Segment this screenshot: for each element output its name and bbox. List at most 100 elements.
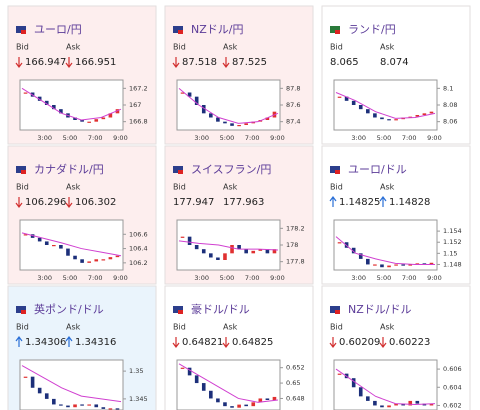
candle (230, 406, 234, 408)
bid-value: 166.947 (25, 57, 66, 68)
trend-arrow (15, 197, 23, 208)
candle (37, 387, 42, 394)
chart-frame (176, 359, 281, 410)
candle (44, 100, 49, 105)
candle (394, 264, 398, 266)
candle (52, 245, 56, 247)
y-tick-label: 0.65 (286, 379, 300, 387)
candle (80, 259, 84, 263)
ask-value: 1.14828 (389, 197, 430, 208)
rate-card[interactable]: スイスフラン/円 Bid Ask 177.947 177.963 177.8 178 178.… (164, 145, 314, 285)
candle (87, 261, 91, 263)
chart-frame (19, 79, 124, 131)
candle (237, 125, 241, 127)
candle (23, 92, 28, 94)
candle (422, 113, 427, 115)
ask-value: 87.525 (232, 57, 267, 68)
candle (415, 263, 420, 265)
moving-average (335, 236, 435, 265)
candle (108, 408, 113, 410)
bid-value: 1.14825 (339, 197, 380, 208)
y-tick-label: 106.2 (129, 259, 148, 267)
candle (52, 105, 56, 110)
y-tick-label: 8.08 (443, 101, 457, 109)
candle (429, 403, 434, 406)
ask-value: 1.34316 (75, 337, 116, 348)
candle (422, 263, 427, 265)
trend-arrow (222, 57, 230, 68)
candle (94, 119, 99, 122)
bid-label: Bid (16, 183, 29, 192)
y-tick-label: 87.4 (286, 118, 300, 126)
trend-arrow (329, 196, 337, 207)
ask-value: 166.951 (75, 57, 116, 68)
candle (387, 119, 391, 121)
candle (87, 404, 91, 406)
candle (209, 253, 213, 258)
candle (244, 123, 248, 125)
y-tick-label: 0.604 (443, 383, 462, 391)
x-tick-label: 7:00 (245, 134, 260, 142)
y-tick-label: 1.15 (443, 249, 457, 257)
candle (244, 404, 248, 407)
candle (23, 376, 28, 378)
candle (380, 405, 384, 408)
pair-title: スイスフラン/円 (191, 163, 271, 176)
rate-card[interactable]: ランド/円 Bid Ask 8.065 8.074 8.06 8.08 8.1 3:00 5:00… (321, 5, 471, 145)
y-tick-label: 1.148 (443, 260, 462, 268)
x-tick-label: 5:00 (63, 274, 78, 282)
x-tick-label: 9:00 (113, 274, 128, 282)
flag-icon (173, 26, 183, 33)
bid-value: 1.34306 (25, 337, 66, 348)
flag-icon-part (21, 310, 26, 314)
candle (44, 393, 49, 399)
bid-label: Bid (330, 323, 343, 332)
moving-average (178, 363, 279, 403)
bid-value: 8.065 (330, 57, 359, 68)
flag-icon (16, 306, 26, 313)
trend-arrow (379, 196, 387, 207)
y-tick-label: 166.8 (129, 118, 148, 126)
moving-average (335, 92, 436, 119)
candle (216, 398, 220, 403)
chart-frame (176, 79, 281, 131)
candle (401, 264, 405, 266)
ask-label: Ask (380, 183, 395, 192)
candle (223, 402, 227, 407)
pair-title: NZドル/ドル (348, 303, 411, 316)
candle (351, 247, 356, 254)
ask-label: Ask (66, 43, 81, 52)
y-tick-label: 0.648 (286, 394, 305, 402)
candle (366, 109, 370, 114)
candle (380, 264, 384, 268)
rate-card[interactable]: NZドル/円 Bid Ask 87.518 87.525 87.4 87.6 87.8 3:00… (164, 5, 314, 145)
candle (59, 404, 63, 406)
candle (194, 375, 199, 384)
ask-value: 8.074 (380, 57, 409, 68)
moving-average (21, 365, 122, 403)
candle (223, 253, 227, 260)
pair-title: ユーロ/円 (34, 23, 82, 36)
trend-arrow (379, 337, 387, 348)
candle (237, 245, 241, 250)
flag-icon (16, 166, 26, 173)
candle (358, 387, 363, 397)
moving-average (335, 368, 436, 406)
candle (201, 249, 206, 254)
candle (187, 367, 192, 376)
candle (73, 255, 77, 260)
candle (180, 92, 185, 94)
x-tick-label: 3:00 (194, 134, 209, 142)
y-tick-label: 167.2 (129, 84, 148, 92)
candle (272, 249, 277, 254)
moving-average (178, 87, 279, 124)
y-tick-label: 8.1 (443, 84, 453, 92)
trend-arrow (65, 57, 73, 68)
flag-icon-part (335, 170, 340, 174)
